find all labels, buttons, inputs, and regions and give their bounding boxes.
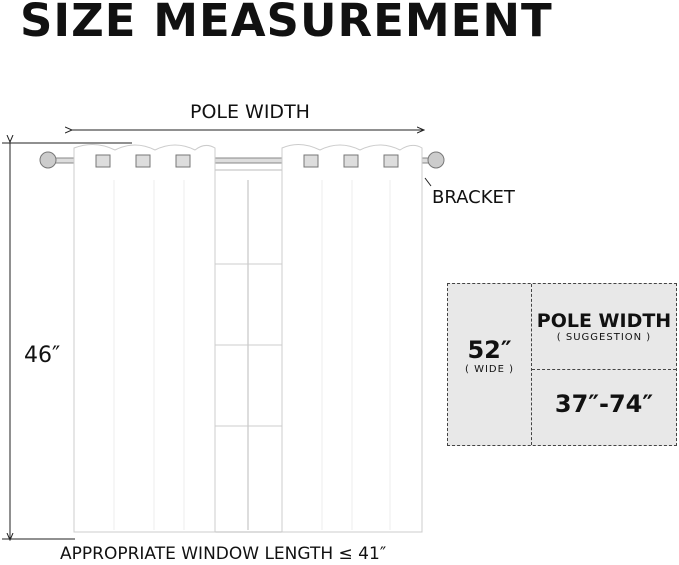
curtain-rod: [39, 151, 445, 169]
grommets: [95, 154, 399, 168]
pole-width-label: POLE WIDTH: [190, 101, 310, 123]
window: [213, 169, 285, 533]
width-value: 52″: [467, 336, 512, 364]
pole-range: 37″-74″: [554, 390, 654, 418]
bracket-pointer-line: [424, 177, 432, 187]
pole-header: POLE WIDTH: [536, 310, 672, 332]
window-length-label: APPROPRIATE WINDOW LENGTH ≤ 41″: [60, 544, 387, 564]
pole-note: ( SUGGESTION ): [556, 332, 652, 343]
left-curtain-panel: [73, 144, 216, 533]
bracket-label: BRACKET: [432, 187, 515, 208]
length-label: 46″: [24, 343, 61, 368]
width-cell: 52″ ( WIDE ): [448, 284, 532, 445]
page-title: SIZE MEASUREMENT: [20, 0, 553, 47]
pole-header-cell: POLE WIDTH ( SUGGESTION ): [532, 284, 676, 370]
pole-range-cell: 37″-74″: [532, 370, 676, 445]
right-curtain-panel: [281, 144, 423, 533]
width-note: ( WIDE ): [464, 364, 514, 375]
size-table: 52″ ( WIDE ) POLE WIDTH ( SUGGESTION ) 3…: [447, 283, 677, 446]
